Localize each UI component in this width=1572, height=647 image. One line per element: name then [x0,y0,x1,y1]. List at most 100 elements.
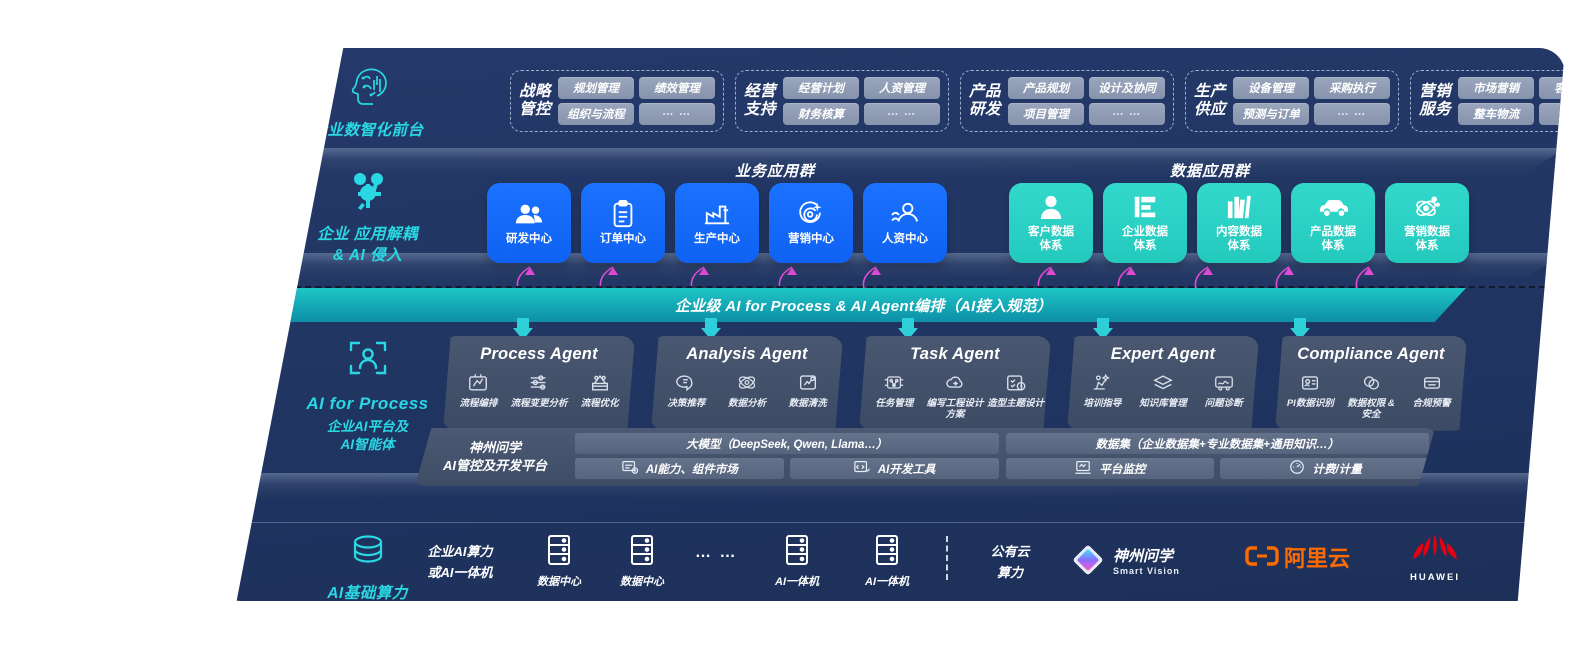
cloud-gear-icon [944,370,966,394]
platform-billing[interactable]: 计费/计量 [1220,458,1429,479]
data-card-content[interactable]: 内容数据 体系 [1197,183,1281,263]
agent-card-task[interactable]: Task Agent 任务管理 编写工程设计方案 [859,336,1051,431]
agent-cards-row: Process Agent 流程编排 流程变更分析 [443,336,1467,431]
domain-chip[interactable]: 整车物流 [1458,103,1535,125]
agent-item[interactable]: 培训指导 [1073,370,1132,409]
agent-item-label: 编写工程设计方案 [926,398,984,421]
app-card-rd-center[interactable]: 研发中心 [487,183,571,263]
agent-item[interactable]: 编写工程设计方案 [926,370,985,421]
domain-chip[interactable]: 设计及协同 [1089,77,1166,99]
agent-item[interactable]: 造型主题设计 [986,370,1045,409]
agent-item[interactable]: 流程变更分析 [510,370,569,409]
domain-chip[interactable]: 规划管理 [558,77,635,99]
agent-item[interactable]: 流程优化 [570,370,629,409]
domain-chip[interactable]: 项目管理 [1008,103,1085,125]
agent-card-process[interactable]: Process Agent 流程编排 流程变更分析 [443,336,635,431]
domain-chip-more[interactable]: … … [1539,103,1565,125]
app-card-label: 订单中心 [600,232,646,245]
domain-chip[interactable]: 财务核算 [783,103,860,125]
orchestration-bar[interactable]: 企业级 AI for Process & AI Agent编排（AI接入规范） [261,288,1466,322]
domain-title: 产品 研发 [969,82,1002,118]
domain-chip[interactable]: 产品规划 [1008,77,1085,99]
data-card-label-2: 体系 [1133,239,1157,252]
agent-item[interactable]: PI数据识别 [1281,370,1340,409]
user-avatar-icon [1039,193,1063,221]
app-card-marketing-center[interactable]: 营销中心 [769,183,853,263]
platform-llm-bar[interactable]: 大模型（DeepSeek, Qwen, Llama…） [575,433,999,454]
domain-chip[interactable]: 客户关系 [1539,77,1565,99]
vendor-huawei[interactable]: HUAWEI [1410,532,1460,583]
agent-item[interactable]: 数据权限 & 安全 [1342,370,1401,421]
agent-item[interactable]: 知识库管理 [1134,370,1193,409]
rail-ai-for-process: AI for Process 企业AI平台及 AI智能体 [275,336,460,454]
domain-chip-more[interactable]: … … [864,103,941,125]
domain-chip[interactable]: 组织与流程 [558,103,635,125]
domain-group-production-supply[interactable]: 生产 供应 设备管理 采购执行 预测与订单 … … [1185,70,1400,132]
rail-label-2: 企业AI平台及 [327,418,408,434]
domain-chip[interactable]: 经营计划 [783,77,860,99]
platform-item-label: AI能力、组件市场 [645,463,738,476]
agent-item-label: 任务管理 [875,398,914,409]
data-group-title: 数据应用群 [1170,163,1251,180]
platform-ai-market[interactable]: AI能力、组件市场 [575,458,784,479]
domain-group-product-rd[interactable]: 产品 研发 产品规划 设计及协同 项目管理 … … [960,70,1175,132]
agent-item[interactable]: 数据分析 [718,370,777,409]
agent-item[interactable]: 决策推荐 [657,370,716,409]
diagnose-icon [1213,370,1235,394]
users-icon [514,200,544,228]
agent-card-expert[interactable]: Expert Agent 培训指导 知识库管理 [1067,336,1259,431]
domain-chip[interactable]: 采购执行 [1314,77,1391,99]
agent-card-analysis[interactable]: Analysis Agent 决策推荐 数据分析 [651,336,843,431]
agent-item[interactable]: 问题诊断 [1194,370,1253,409]
agent-item[interactable]: 任务管理 [865,370,924,409]
agent-item[interactable]: 流程编排 [449,370,508,409]
platform-dataset-bar[interactable]: 数据集（企业数据集+专业数据集+通用知识…） [1005,433,1429,454]
domain-chip[interactable]: 设备管理 [1233,77,1310,99]
layer-divider-dashed [236,286,1555,288]
devtool-icon [853,459,871,478]
vendor-shenzhou[interactable]: 神州问学 Smart Vision [1070,542,1180,583]
domain-group-strategy[interactable]: 战略 管控 规划管理 绩效管理 组织与流程 … … [510,70,725,132]
data-card-marketing[interactable]: 营销数据 体系 [1385,183,1469,263]
app-card-order-center[interactable]: 订单中心 [581,183,665,263]
agent-item[interactable]: 数据清洗 [778,370,837,409]
data-card-enterprise[interactable]: 企业数据 体系 [1103,183,1187,263]
market-icon [621,459,639,478]
platform-monitoring[interactable]: 平台监控 [1005,458,1215,479]
agent-card-compliance[interactable]: Compliance Agent PI数据识别 数据权限 & 安全 [1275,336,1467,431]
gauge-icon [1288,459,1306,478]
vendor-aliyun[interactable]: 阿里云 [1245,544,1350,573]
app-card-production-center[interactable]: 生产中心 [675,183,759,263]
domain-chip[interactable]: 市场营销 [1458,77,1535,99]
infra-enterprise-compute[interactable]: 企业AI算力 或AI一体机 [405,540,515,582]
vendor-name: 阿里云 [1284,545,1351,571]
agent-title: Compliance Agent [1297,345,1445,363]
domain-chip-more[interactable]: … … [639,103,716,125]
infra-ai-appliance-2[interactable]: AI一体机 [865,534,909,589]
infra-public-cloud[interactable]: 公有云 算力 [970,540,1050,582]
data-card-customer[interactable]: 客户数据 体系 [1009,183,1093,263]
domain-group-operations[interactable]: 经营 支持 经营计划 人资管理 财务核算 … … [735,70,950,132]
infra-ai-appliance-1[interactable]: AI一体机 [775,534,819,589]
agent-item-label: 问题诊断 [1204,398,1243,409]
diamond-logo [1070,542,1106,583]
domain-chip-more[interactable]: … … [1314,103,1391,125]
infra-ellipsis: … … [695,544,737,562]
agent-item[interactable]: 合规预警 [1402,370,1461,409]
data-card-product[interactable]: 产品数据 体系 [1291,183,1375,263]
domain-chip[interactable]: 绩效管理 [639,77,716,99]
agent-title: Analysis Agent [686,345,808,363]
domain-chip[interactable]: 预测与订单 [1233,103,1310,125]
platform-dev-tools[interactable]: AI开发工具 [789,458,999,479]
rail-ai-infrastructure: AI基础算力 [275,533,460,601]
infra-data-center-2[interactable]: 数据中心 [620,534,664,589]
shield-cloud-icon [1360,370,1382,394]
rail-label-3: AI智能体 [340,437,395,453]
domain-chip-more[interactable]: … … [1089,103,1166,125]
domain-chip[interactable]: 人资管理 [864,77,941,99]
orchestration-label: 企业级 AI for Process & AI Agent编排（AI接入规范） [674,297,1053,315]
infra-data-center-1[interactable]: 数据中心 [537,534,581,589]
app-card-hr-center[interactable]: 人资中心 [863,183,947,263]
